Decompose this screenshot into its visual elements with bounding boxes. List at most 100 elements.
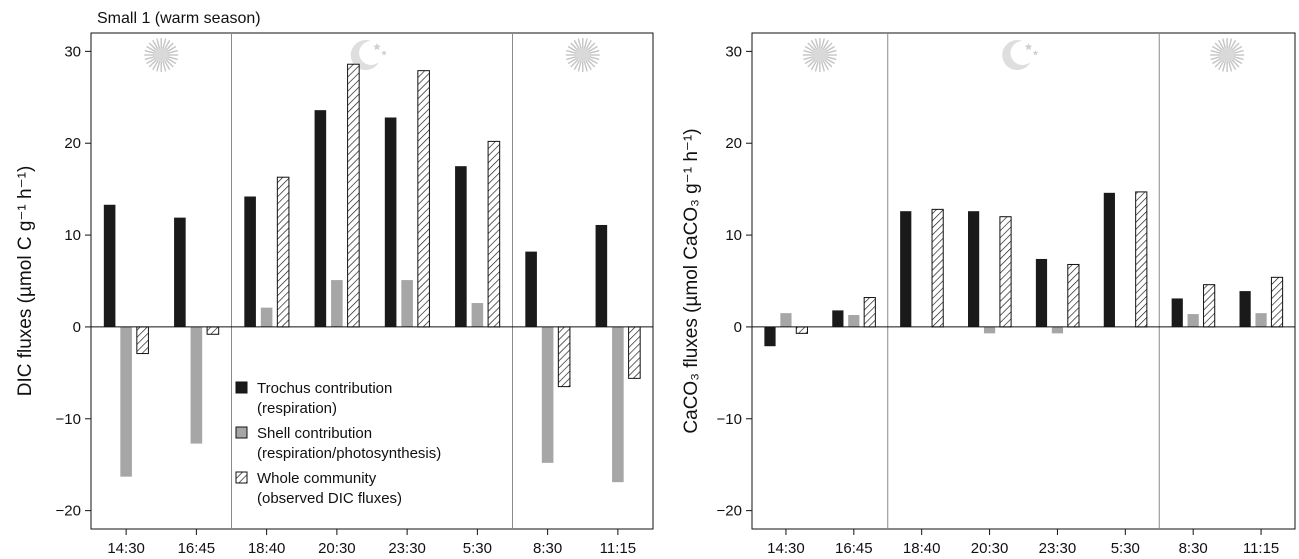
y-tick-label: −20: [56, 503, 81, 520]
x-tick-label: 5:30: [1111, 540, 1140, 557]
legend-swatch-hatch: [235, 471, 248, 484]
legend-swatch-black: [235, 381, 248, 394]
bar-grey: [780, 313, 792, 327]
sun-icon: [144, 38, 179, 72]
y-tick-label: 30: [725, 43, 742, 60]
bar-grey: [260, 307, 273, 327]
sun-icon: [1210, 38, 1245, 72]
bar-grey: [471, 303, 484, 327]
y-tick-label: 30: [64, 43, 81, 60]
y-axis-label: DIC fluxes (µmol C g⁻¹ h⁻¹): [15, 166, 36, 397]
moon-icon: [350, 40, 387, 71]
plot-frame: [751, 32, 1296, 530]
bar-grey: [612, 326, 624, 483]
bar-black: [1239, 291, 1251, 327]
bar-black: [1035, 258, 1048, 327]
bar-hatch: [206, 326, 220, 335]
bar-hatch: [1203, 284, 1216, 328]
bar-hatch: [931, 208, 944, 328]
y-tick-label: 10: [64, 227, 81, 244]
bar-grey: [1187, 314, 1199, 327]
bar-grey: [120, 326, 132, 477]
bar-grey: [983, 326, 996, 334]
bar-black: [900, 211, 912, 327]
x-tick-label: 18:40: [903, 540, 941, 557]
y-tick-label: −10: [717, 411, 742, 428]
bar-grey: [1255, 313, 1267, 327]
bar-grey: [848, 314, 860, 327]
bar-grey: [401, 280, 413, 327]
legend-label: Trochus contribution: [257, 380, 392, 397]
sun-icon: [565, 38, 600, 72]
y-tick-label: 20: [725, 135, 742, 152]
bar-hatch: [487, 140, 501, 328]
x-tick-label: 11:15: [600, 540, 636, 557]
x-tick-label: 14:30: [767, 540, 805, 557]
bar-black: [244, 196, 256, 327]
bar-hatch: [628, 326, 641, 379]
plot-area-caco3: −20 −10 0 10 20 30 14:30 16:45 18:40 20:30 23:30 5:…: [717, 32, 1296, 557]
x-tick-label: 8:30: [1179, 540, 1208, 557]
bar-black: [764, 326, 776, 347]
legend-label: (respiration/photosynthesis): [257, 445, 441, 462]
bar-hatch: [276, 176, 290, 328]
x-tick-label: 20:30: [971, 540, 1009, 557]
x-tick-label: 20:30: [318, 540, 356, 557]
x-tick-label: 11:15: [1243, 540, 1279, 557]
bar-hatch: [795, 326, 808, 334]
bar-black: [1171, 298, 1183, 327]
bar-black: [103, 204, 116, 327]
bar-hatch: [1135, 191, 1148, 328]
chart-panel-caco3: CaCO₃ fluxes (µmol CaCO₃ g⁻¹ h⁻¹) −20 −10…: [681, 32, 1296, 557]
bar-hatch: [347, 63, 360, 328]
y-tick-label: 0: [73, 319, 81, 336]
bar-black: [832, 310, 844, 327]
x-tick-label: 23:30: [388, 540, 426, 557]
bar-hatch: [999, 216, 1012, 328]
x-tick-label: 14:30: [107, 540, 145, 557]
legend-label: Whole community: [257, 470, 377, 487]
bar-hatch: [417, 70, 430, 328]
chart-panel-dic: Small 1 (warm season) DIC fluxes (µmol C…: [15, 10, 654, 557]
bar-hatch: [557, 326, 571, 388]
plot-frame: [90, 32, 654, 530]
bar-black: [1103, 192, 1115, 327]
y-tick-label: 20: [64, 135, 81, 152]
bar-grey: [541, 326, 554, 463]
bar-black: [455, 166, 467, 327]
x-tick-label: 5:30: [463, 540, 492, 557]
legend: Trochus contribution (respiration) Shell c…: [235, 380, 441, 507]
chart-title: Small 1 (warm season): [97, 10, 261, 27]
y-axis-label: CaCO₃ fluxes (µmol CaCO₃ g⁻¹ h⁻¹): [681, 128, 702, 433]
sun-icon: [802, 38, 837, 72]
x-tick-label: 8:30: [533, 540, 562, 557]
plot-area-dic: −20 −10 0 10 20 30 14:30 16:45 18:40 20:30 23:30 5:…: [56, 32, 654, 557]
bar-grey: [190, 326, 203, 444]
y-tick-label: −20: [717, 503, 742, 520]
bar-black: [525, 251, 537, 327]
bar-black: [595, 224, 608, 327]
bar-hatch: [136, 326, 149, 355]
legend-label: Shell contribution: [257, 425, 372, 442]
y-tick-label: 0: [734, 319, 742, 336]
bar-black: [314, 110, 327, 327]
y-tick-label: 10: [725, 227, 742, 244]
y-tick-label: −10: [56, 411, 81, 428]
bar-black: [968, 211, 980, 327]
bar-black: [174, 217, 186, 327]
legend-label: (observed DIC fluxes): [257, 490, 402, 507]
bar-hatch: [1270, 276, 1284, 328]
x-tick-label: 16:45: [178, 540, 216, 557]
bar-hatch: [863, 297, 876, 328]
bar-grey: [1051, 326, 1064, 334]
bar-hatch: [1067, 263, 1080, 328]
x-tick-label: 16:45: [835, 540, 873, 557]
moon-icon: [1002, 40, 1039, 71]
x-tick-label: 23:30: [1039, 540, 1077, 557]
bar-grey: [331, 280, 343, 327]
legend-label: (respiration): [257, 400, 337, 417]
x-tick-label: 18:40: [248, 540, 286, 557]
bar-black: [384, 117, 397, 327]
legend-swatch-grey: [235, 426, 248, 439]
